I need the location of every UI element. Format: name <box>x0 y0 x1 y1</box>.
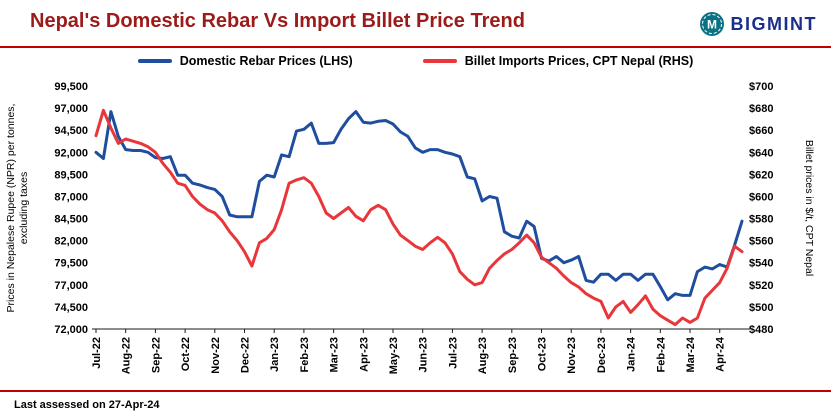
svg-text:$600: $600 <box>749 191 773 203</box>
svg-text:97,000: 97,000 <box>54 103 88 115</box>
bigmint-logo-icon: M <box>699 12 724 36</box>
right-axis-ticks: $480 $500 $520 $540 $560 $580 $600 $620 $640 $660… <box>749 81 773 336</box>
svg-text:Dec-23: Dec-23 <box>596 337 608 373</box>
svg-text:Jan-23: Jan-23 <box>269 337 281 372</box>
svg-text:Aug-23: Aug-23 <box>477 337 489 374</box>
last-assessed-note: Last assessed on 27-Apr-24 <box>14 399 160 411</box>
series-line-rebar <box>94 110 744 302</box>
svg-text:Sep-22: Sep-22 <box>150 337 162 373</box>
svg-text:Mar-24: Mar-24 <box>685 336 697 372</box>
svg-text:$700: $700 <box>749 81 773 93</box>
svg-text:$660: $660 <box>749 125 773 137</box>
svg-text:89,500: 89,500 <box>54 169 88 181</box>
svg-text:Feb-24: Feb-24 <box>655 336 667 372</box>
svg-text:May-23: May-23 <box>388 337 400 374</box>
svg-text:$540: $540 <box>749 258 773 270</box>
svg-text:$640: $640 <box>749 147 773 159</box>
svg-text:Jul-23: Jul-23 <box>447 337 459 369</box>
legend-item-rebar: Domestic Rebar Prices (LHS) <box>137 54 353 68</box>
svg-text:$620: $620 <box>749 169 773 181</box>
footer-divider <box>0 390 831 392</box>
svg-text:94,500: 94,500 <box>54 125 88 137</box>
svg-text:Jan-24: Jan-24 <box>626 336 638 372</box>
chart-legend: Domestic Rebar Prices (LHS) Billet Impor… <box>0 48 831 74</box>
svg-text:92,000: 92,000 <box>54 147 88 159</box>
svg-text:72,000: 72,000 <box>54 324 88 336</box>
x-axis: Jul-22 Aug-22 Sep-22 Oct-22 Nov-22 Dec-22 Jan-… <box>91 328 750 374</box>
header: Nepal's Domestic Rebar Vs Import Billet … <box>0 0 831 46</box>
brand-icon-circle <box>699 12 724 36</box>
svg-text:$520: $520 <box>749 280 773 292</box>
svg-text:77,000: 77,000 <box>54 280 88 292</box>
svg-text:Feb-23: Feb-23 <box>299 337 311 372</box>
left-axis-ticks: 72,000 74,500 77,000 79,500 82,000 84,500 87,0… <box>54 81 88 336</box>
series <box>94 108 744 327</box>
svg-text:Dec-22: Dec-22 <box>240 337 252 373</box>
left-axis-title-line2: excluding taxes <box>18 172 30 244</box>
svg-text:$560: $560 <box>749 236 773 248</box>
price-trend-chart: Prices in Nepalese Rupee (NPR) per tonne… <box>5 81 815 374</box>
left-axis-title-line1: Prices in Nepalese Rupee (NPR) per tonne… <box>5 104 17 313</box>
svg-text:$580: $580 <box>749 214 773 226</box>
header-divider <box>0 46 831 48</box>
page-title: Nepal's Domestic Rebar Vs Import Billet … <box>30 10 525 32</box>
billet-legend-label: Billet Imports Prices, CPT Nepal (RHS) <box>464 54 694 68</box>
svg-text:Apr-24: Apr-24 <box>715 336 727 372</box>
svg-text:82,000: 82,000 <box>54 236 88 248</box>
svg-text:Nov-23: Nov-23 <box>566 337 578 374</box>
svg-text:Jun-23: Jun-23 <box>418 337 430 372</box>
svg-text:Sep-23: Sep-23 <box>507 337 519 373</box>
rebar-legend-swatch <box>137 59 172 63</box>
svg-text:74,500: 74,500 <box>54 302 88 314</box>
billet-legend-swatch <box>422 59 457 63</box>
series-line-billet <box>94 108 744 327</box>
svg-text:99,500: 99,500 <box>54 81 88 93</box>
svg-text:79,500: 79,500 <box>54 258 88 270</box>
brand-monogram: M <box>707 18 717 32</box>
svg-text:Mar-23: Mar-23 <box>329 337 341 372</box>
svg-text:Nov-22: Nov-22 <box>210 337 222 374</box>
brand-name: BIGMINT <box>730 13 817 34</box>
svg-text:Aug-22: Aug-22 <box>121 337 133 374</box>
svg-text:87,000: 87,000 <box>54 191 88 203</box>
svg-text:$480: $480 <box>749 324 773 336</box>
rebar-legend-label: Domestic Rebar Prices (LHS) <box>179 54 353 68</box>
svg-text:Jul-22: Jul-22 <box>91 337 103 369</box>
svg-text:Oct-23: Oct-23 <box>537 337 549 371</box>
chart-area: Prices in Nepalese Rupee (NPR) per tonne… <box>0 74 831 384</box>
svg-text:$680: $680 <box>749 103 773 115</box>
brand-logo: M BIGMINT <box>699 10 818 37</box>
svg-text:84,500: 84,500 <box>54 214 88 226</box>
svg-text:Oct-22: Oct-22 <box>180 337 192 371</box>
right-axis-title: Billet prices in $/t, CPT Nepal <box>803 140 815 276</box>
svg-text:$500: $500 <box>749 302 773 314</box>
svg-text:Apr-23: Apr-23 <box>358 337 370 372</box>
legend-item-billet: Billet Imports Prices, CPT Nepal (RHS) <box>422 54 694 68</box>
